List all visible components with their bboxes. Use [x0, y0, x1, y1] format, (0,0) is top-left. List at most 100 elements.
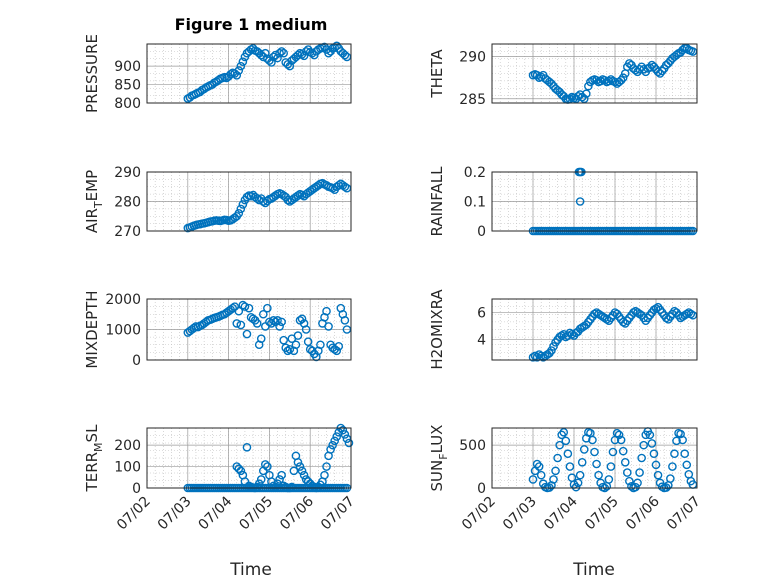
data-point: [594, 470, 603, 480]
data-point: [651, 460, 661, 470]
data-point: [275, 48, 284, 58]
data-point: [314, 180, 323, 190]
data-point: [532, 70, 542, 80]
data-point: [565, 462, 575, 471]
data-point: [553, 453, 562, 463]
data-point: [532, 459, 542, 469]
data-point: [232, 319, 242, 328]
data-point: [289, 466, 299, 476]
data-point: [680, 449, 690, 459]
x-axis-label-left: Time: [229, 560, 272, 580]
data-point: [670, 449, 679, 459]
data-point: [234, 208, 244, 218]
axes-box: [146, 43, 352, 104]
y-tick-label: 0.1: [464, 195, 486, 211]
data-point: [618, 73, 628, 83]
data-point: [256, 334, 266, 343]
data-point: [277, 317, 286, 327]
data-point: [301, 325, 311, 334]
y-tick-label: 0: [477, 481, 486, 497]
data-point: [238, 57, 248, 67]
data-point: [269, 52, 278, 62]
data-point: [547, 79, 556, 88]
data-point: [303, 337, 313, 347]
data-point: [536, 470, 546, 480]
data-point: [616, 435, 626, 445]
data-point: [322, 306, 331, 316]
data-point: [314, 482, 323, 492]
data-point: [620, 457, 630, 467]
data-point: [606, 462, 616, 471]
subplot-8: 0 500 SUNFLUX 07/02 07/03 07/04 07/05 07/06 07/0…: [428, 425, 704, 534]
data-point: [299, 470, 309, 480]
data-point: [275, 322, 284, 331]
data-point: [657, 66, 667, 76]
data-point: [600, 75, 610, 85]
data-point: [285, 345, 295, 354]
data-point: [236, 204, 246, 214]
data-point: [582, 89, 591, 99]
data-point: [645, 430, 655, 440]
data-point: [682, 309, 692, 319]
data-point: [234, 306, 244, 316]
data-point: [592, 459, 601, 469]
data-point: [334, 180, 344, 190]
axes-box: [491, 427, 698, 489]
data-point: [655, 69, 665, 78]
data-point: [649, 449, 659, 459]
data-point: [625, 476, 634, 486]
subplot-2: 285 290 THETA: [428, 43, 698, 108]
data-point: [678, 45, 687, 55]
subplot-7: 0 100 200 TERRMSL 07/02 07/03 07/04 07/05 07/06 0…: [83, 423, 358, 534]
y-tick-label: 285: [459, 92, 486, 108]
data-point: [557, 331, 567, 340]
data-point: [275, 475, 284, 484]
data-point: [340, 430, 350, 439]
data-point: [549, 475, 558, 484]
y-tick-label: 290: [459, 50, 486, 66]
data-point: [252, 319, 262, 328]
data-point: [236, 61, 246, 71]
data-point: [612, 428, 622, 438]
x-tick-label: 07/02: [114, 494, 154, 534]
data-point: [551, 466, 560, 476]
data-point: [332, 432, 342, 441]
data-point: [293, 50, 303, 60]
data-point: [649, 62, 659, 72]
data-point: [236, 320, 246, 330]
data-point: [269, 316, 278, 325]
data-point: [254, 479, 264, 489]
data-point: [316, 340, 325, 350]
data-point: [625, 59, 634, 68]
data-point: [618, 446, 628, 456]
data-point: [293, 191, 303, 200]
data-point: [283, 346, 293, 356]
y-tick-label: 4: [477, 333, 486, 349]
data-point: [332, 41, 342, 51]
data-point: [277, 47, 286, 56]
x-tick-label: 07/04: [541, 493, 581, 533]
y-tick-label: 0.2: [464, 165, 486, 181]
data-point: [590, 309, 599, 319]
data-point: [651, 304, 661, 313]
data-point: [579, 94, 589, 104]
data-point: [577, 457, 587, 467]
data-point: [279, 48, 288, 58]
data-point: [293, 457, 303, 467]
data-point: [616, 75, 626, 85]
x-tick-label: 07/05: [236, 494, 276, 534]
y-tick-label: 290: [114, 165, 141, 181]
data-point: [287, 482, 297, 492]
data-point: [265, 317, 274, 327]
data-point: [596, 76, 605, 86]
y-tick-label: 800: [114, 96, 141, 112]
data-point: [682, 460, 692, 470]
x-tick-label: 07/06: [277, 493, 317, 533]
data-point: [672, 436, 681, 446]
data-point: [234, 464, 244, 474]
axes-box: [491, 171, 698, 232]
data-point: [647, 439, 657, 448]
data-point: [226, 69, 235, 79]
